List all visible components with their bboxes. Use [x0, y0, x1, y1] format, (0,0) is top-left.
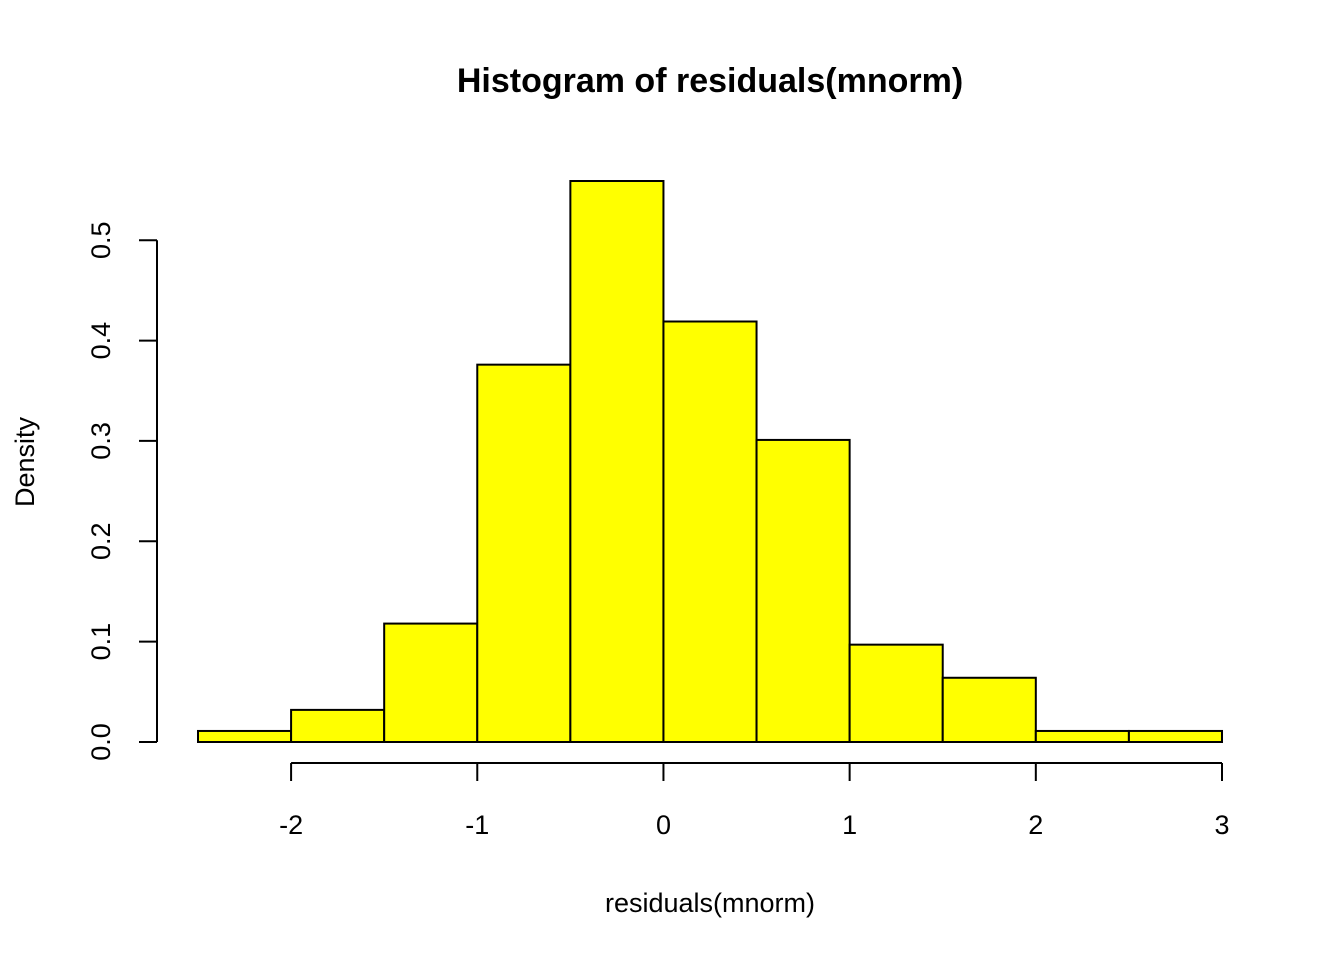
histogram-bar-3 [476, 363, 572, 743]
y-tick-label: 0.4 [86, 322, 116, 360]
histogram-bar-2 [383, 622, 479, 743]
y-axis-label: Density [10, 416, 40, 507]
x-tick-label: 3 [1214, 810, 1229, 840]
x-tick-label: -1 [465, 810, 489, 840]
histogram-bar-7 [848, 643, 944, 743]
histogram-bar-8 [941, 676, 1037, 743]
x-tick-label: -2 [279, 810, 303, 840]
histogram-bar-9 [1034, 729, 1130, 743]
histogram-bar-4 [569, 180, 665, 743]
y-tick-label: 0.3 [86, 422, 116, 460]
y-tick-label: 0.2 [86, 523, 116, 561]
x-axis-label: residuals(mnorm) [605, 888, 815, 918]
histogram-bar-5 [662, 320, 758, 743]
histogram-bar-1 [290, 708, 386, 744]
y-tick-label: 0.5 [86, 221, 116, 259]
x-tick-label: 2 [1028, 810, 1043, 840]
histogram-bar-10 [1127, 729, 1223, 743]
x-tick-label: 1 [842, 810, 857, 840]
bars-layer [197, 180, 1223, 744]
x-tick-label: 0 [656, 810, 671, 840]
y-axis: 0.0 0.1 0.2 0.3 0.4 0.5 [86, 221, 158, 761]
histogram-bar-0 [197, 729, 293, 743]
x-axis: -2 -1 0 1 2 3 [279, 762, 1230, 840]
histogram-bar-6 [755, 438, 851, 743]
y-tick-label: 0.1 [86, 623, 116, 661]
y-tick-label: 0.0 [86, 723, 116, 761]
chart-title: Histogram of residuals(mnorm) [457, 62, 963, 100]
